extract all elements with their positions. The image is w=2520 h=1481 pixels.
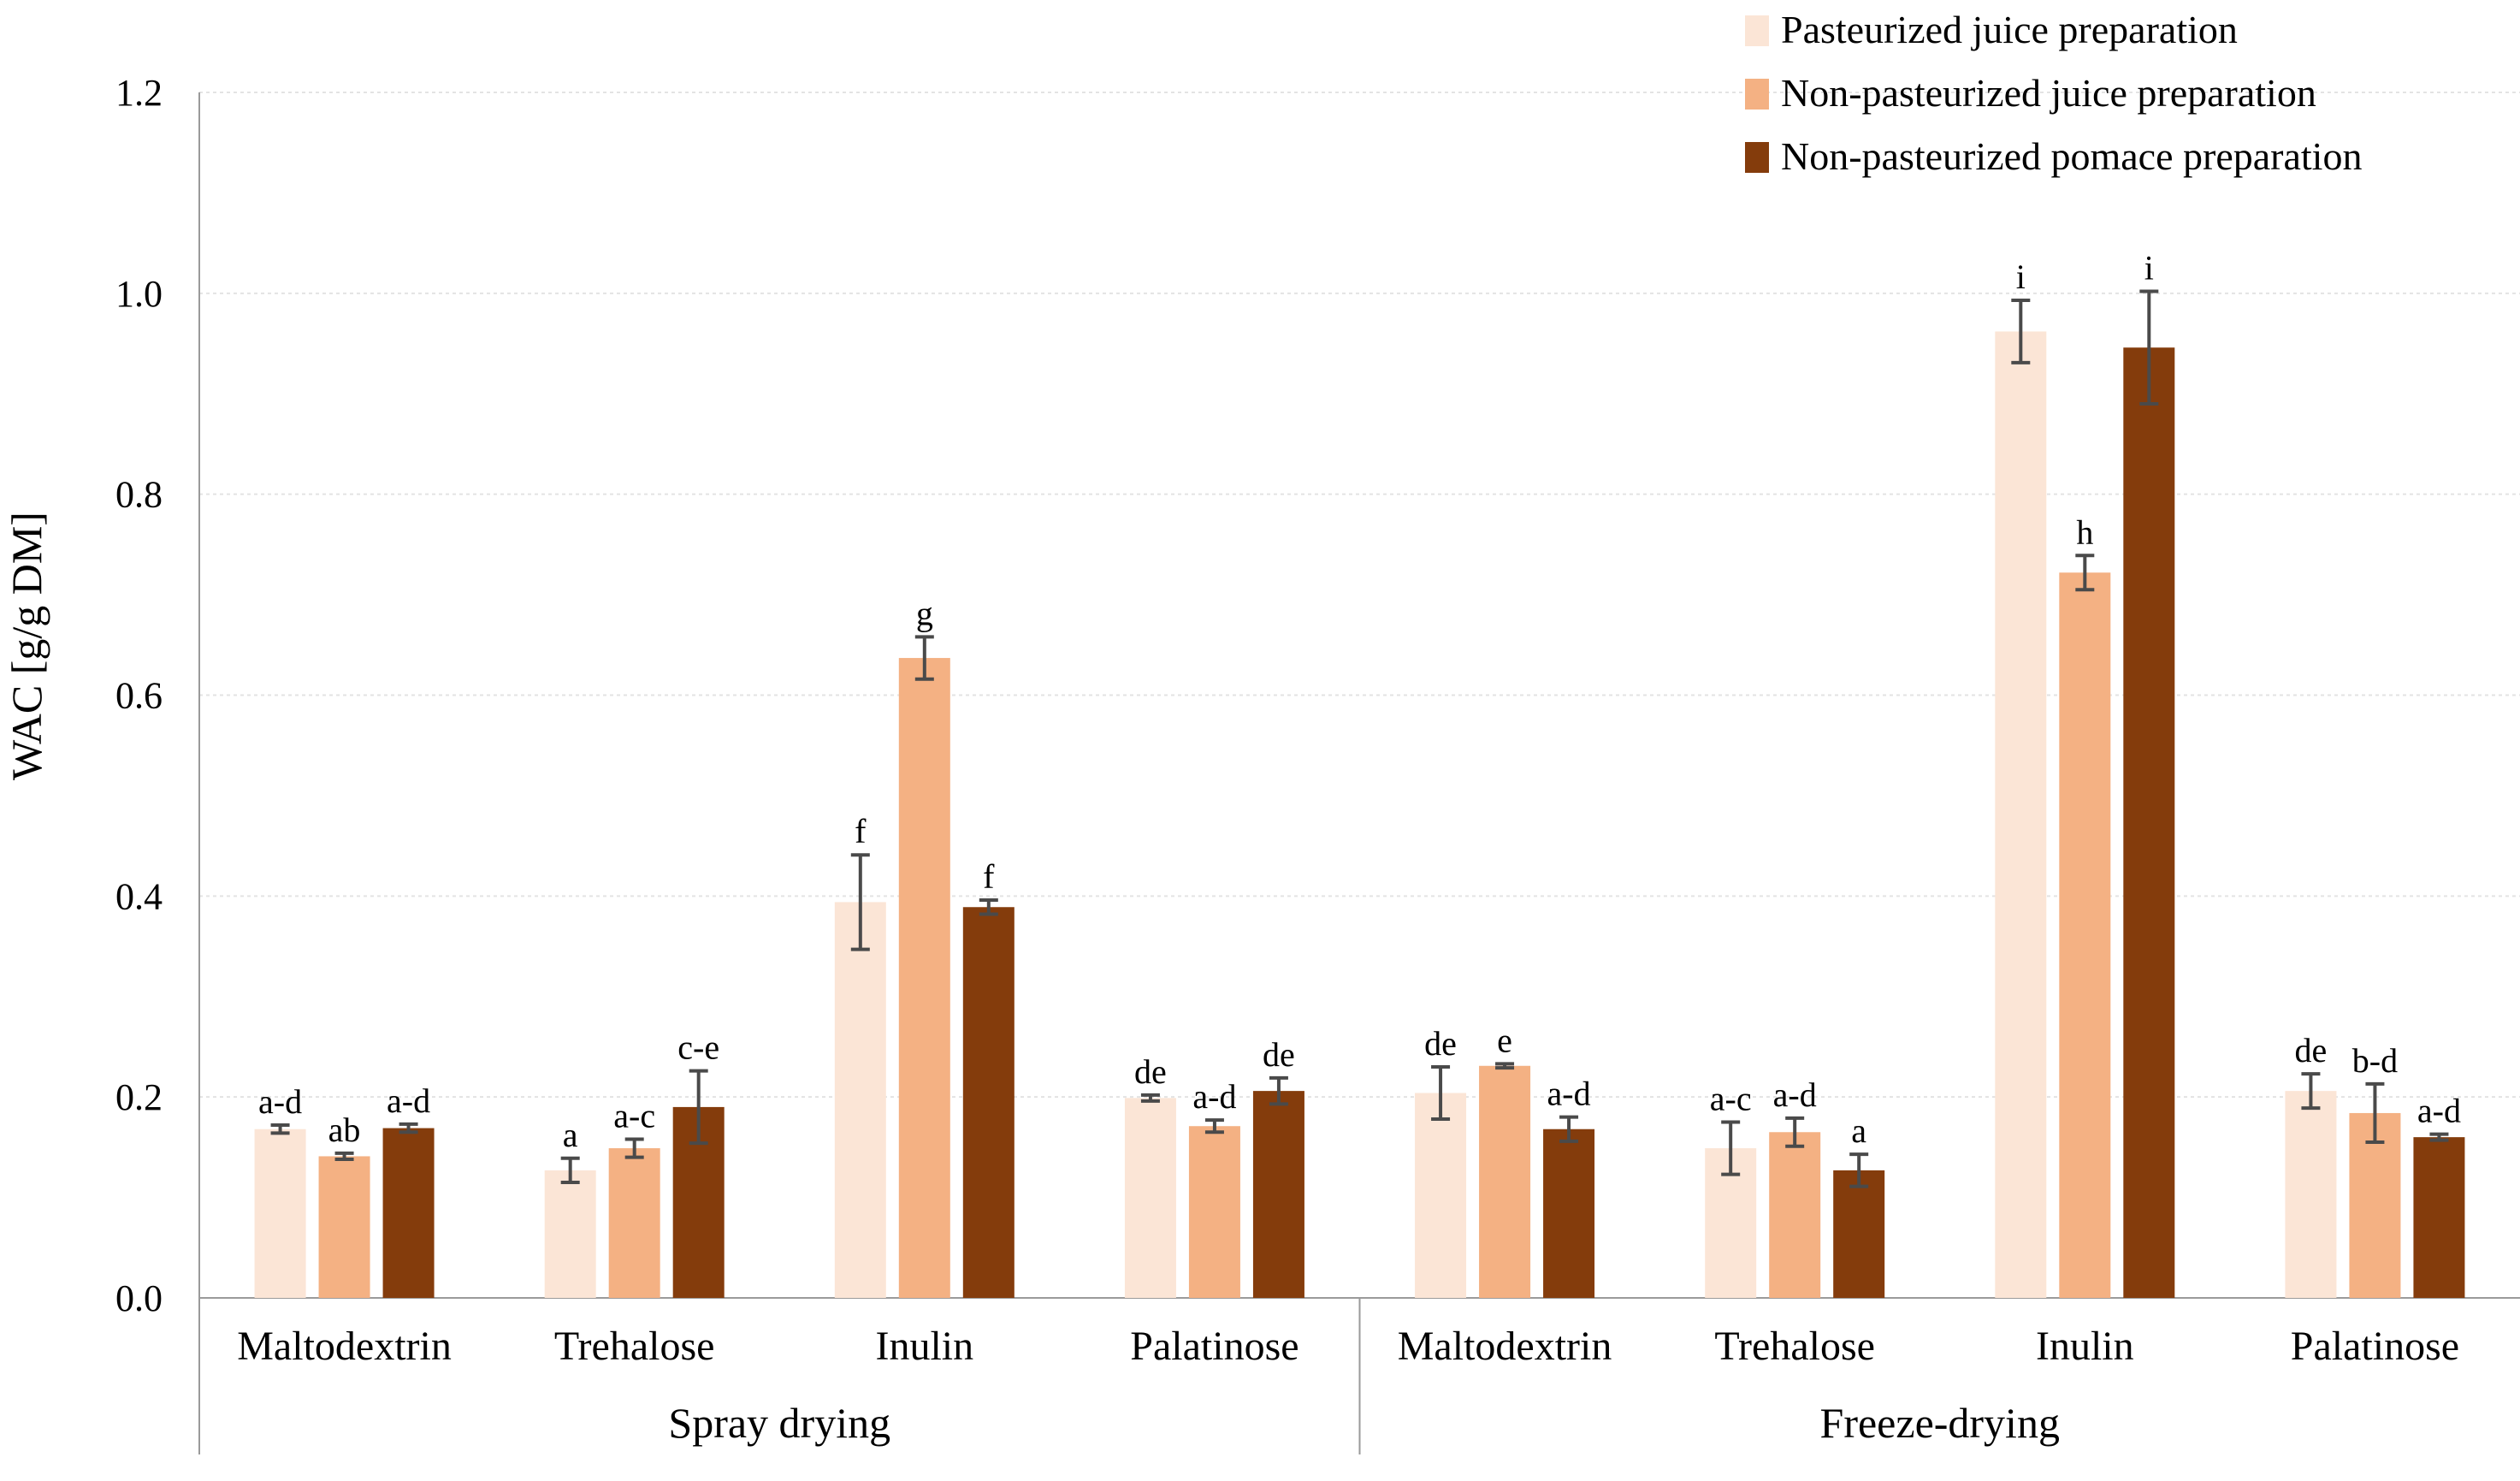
legend-swatch — [1745, 15, 1769, 46]
category-label: Inulin — [875, 1324, 973, 1369]
y-tick-label: 1.2 — [115, 72, 163, 114]
bar — [382, 1128, 435, 1298]
significance-label: h — [2076, 512, 2093, 551]
significance-label: a-c — [1710, 1080, 1752, 1118]
significance-label: a-d — [1773, 1075, 1817, 1114]
bar — [1252, 1091, 1304, 1298]
error-bar — [2301, 1072, 2321, 1111]
legend: Pasteurized juice preparation Non-pasteur… — [1745, 8, 2362, 178]
error-bar — [1140, 1093, 1160, 1103]
category-labels: Maltodextrin Trehalose Inulin Palatinose Mal… — [237, 1324, 2459, 1447]
bar — [1124, 1098, 1176, 1298]
significance-label: f — [983, 857, 995, 896]
error-bar — [1495, 1062, 1515, 1070]
error-bar — [1269, 1075, 1288, 1106]
significance-labels: a-d ab a-d a a-c c-e f g f de a-d de de e a-d a-c a-d a i h… — [258, 248, 2461, 1153]
bar — [1769, 1132, 1821, 1298]
error-bar — [2429, 1132, 2449, 1142]
error-bar — [1559, 1115, 1579, 1143]
category-label: Trehalose — [1714, 1324, 1875, 1369]
bar — [318, 1156, 370, 1298]
error-bar — [689, 1069, 708, 1146]
error-bar — [399, 1122, 418, 1134]
significance-label: de — [1424, 1024, 1457, 1063]
significance-label: i — [2016, 258, 2026, 296]
bar — [2059, 572, 2111, 1298]
error-bar — [2139, 289, 2159, 406]
error-bar — [1849, 1152, 1869, 1188]
significance-label: a-d — [2417, 1092, 2461, 1130]
significance-label: g — [916, 594, 933, 632]
y-tick-label: 0.2 — [115, 1076, 163, 1118]
bar — [962, 907, 1015, 1298]
y-tick-label: 0.6 — [115, 675, 163, 717]
legend-label: Non-pasteurized pomace preparation — [1781, 134, 2362, 178]
bar — [834, 902, 886, 1298]
category-label: Maltodextrin — [237, 1324, 452, 1369]
y-tick-label: 0.0 — [115, 1277, 163, 1319]
significance-label: a-d — [387, 1081, 430, 1120]
significance-label: de — [1263, 1035, 1295, 1074]
category-label: Maltodextrin — [1398, 1324, 1612, 1369]
category-label: Palatinose — [2291, 1324, 2459, 1369]
group-label: Spray drying — [668, 1399, 890, 1447]
category-label: Trehalose — [554, 1324, 715, 1369]
bar — [544, 1170, 596, 1298]
error-bar — [850, 853, 870, 951]
legend-label: Pasteurized juice preparation — [1781, 8, 2238, 51]
error-bars — [270, 289, 2449, 1188]
y-tick-label: 0.8 — [115, 474, 163, 516]
error-bar — [624, 1137, 644, 1159]
significance-label: de — [1134, 1052, 1167, 1091]
legend-swatch — [1745, 142, 1769, 173]
significance-label: a-c — [613, 1096, 655, 1134]
y-tick-label: 1.0 — [115, 273, 163, 315]
significance-label: a — [1851, 1111, 1866, 1150]
error-bar — [1721, 1120, 1741, 1176]
legend-swatch — [1745, 79, 1769, 110]
significance-label: a-d — [1192, 1077, 1236, 1116]
category-label: Palatinose — [1130, 1324, 1298, 1369]
significance-label: a-d — [258, 1082, 302, 1121]
error-bar — [979, 898, 998, 916]
bar — [2123, 347, 2175, 1299]
bar — [1995, 331, 2047, 1298]
y-axis-title: WAC [g/g DM] — [3, 512, 50, 780]
y-tick-label: 0.4 — [115, 875, 163, 917]
group-label: Freeze-drying — [1820, 1399, 2060, 1447]
significance-label: a — [563, 1116, 578, 1154]
bar — [898, 658, 950, 1298]
significance-label: de — [2295, 1031, 2328, 1069]
bar — [1479, 1065, 1531, 1298]
error-bar — [2075, 554, 2095, 592]
significance-label: e — [1497, 1021, 1512, 1059]
error-bar — [1204, 1118, 1224, 1134]
bar — [1833, 1170, 1885, 1298]
significance-label: f — [855, 812, 867, 850]
significance-label: i — [2144, 248, 2154, 287]
category-label: Inulin — [2036, 1324, 2134, 1369]
bar — [2285, 1091, 2337, 1298]
bar — [2413, 1137, 2465, 1298]
bar — [1188, 1126, 1240, 1298]
error-bar — [1785, 1116, 1805, 1148]
error-bar — [914, 635, 934, 681]
bar — [1543, 1129, 1595, 1298]
error-bar — [2011, 299, 2031, 364]
significance-label: b-d — [2352, 1041, 2398, 1080]
significance-label: c-e — [677, 1028, 719, 1067]
bar — [1415, 1093, 1467, 1298]
significance-label: ab — [328, 1111, 361, 1149]
error-bar — [1431, 1064, 1451, 1121]
error-bar — [2365, 1081, 2385, 1144]
bars — [254, 331, 2465, 1299]
bar — [608, 1148, 660, 1298]
bar — [254, 1129, 306, 1298]
legend-label: Non-pasteurized juice preparation — [1781, 71, 2316, 115]
error-bar — [560, 1156, 580, 1184]
error-bar — [270, 1123, 290, 1135]
error-bar — [334, 1151, 354, 1161]
significance-label: a-d — [1547, 1075, 1591, 1113]
